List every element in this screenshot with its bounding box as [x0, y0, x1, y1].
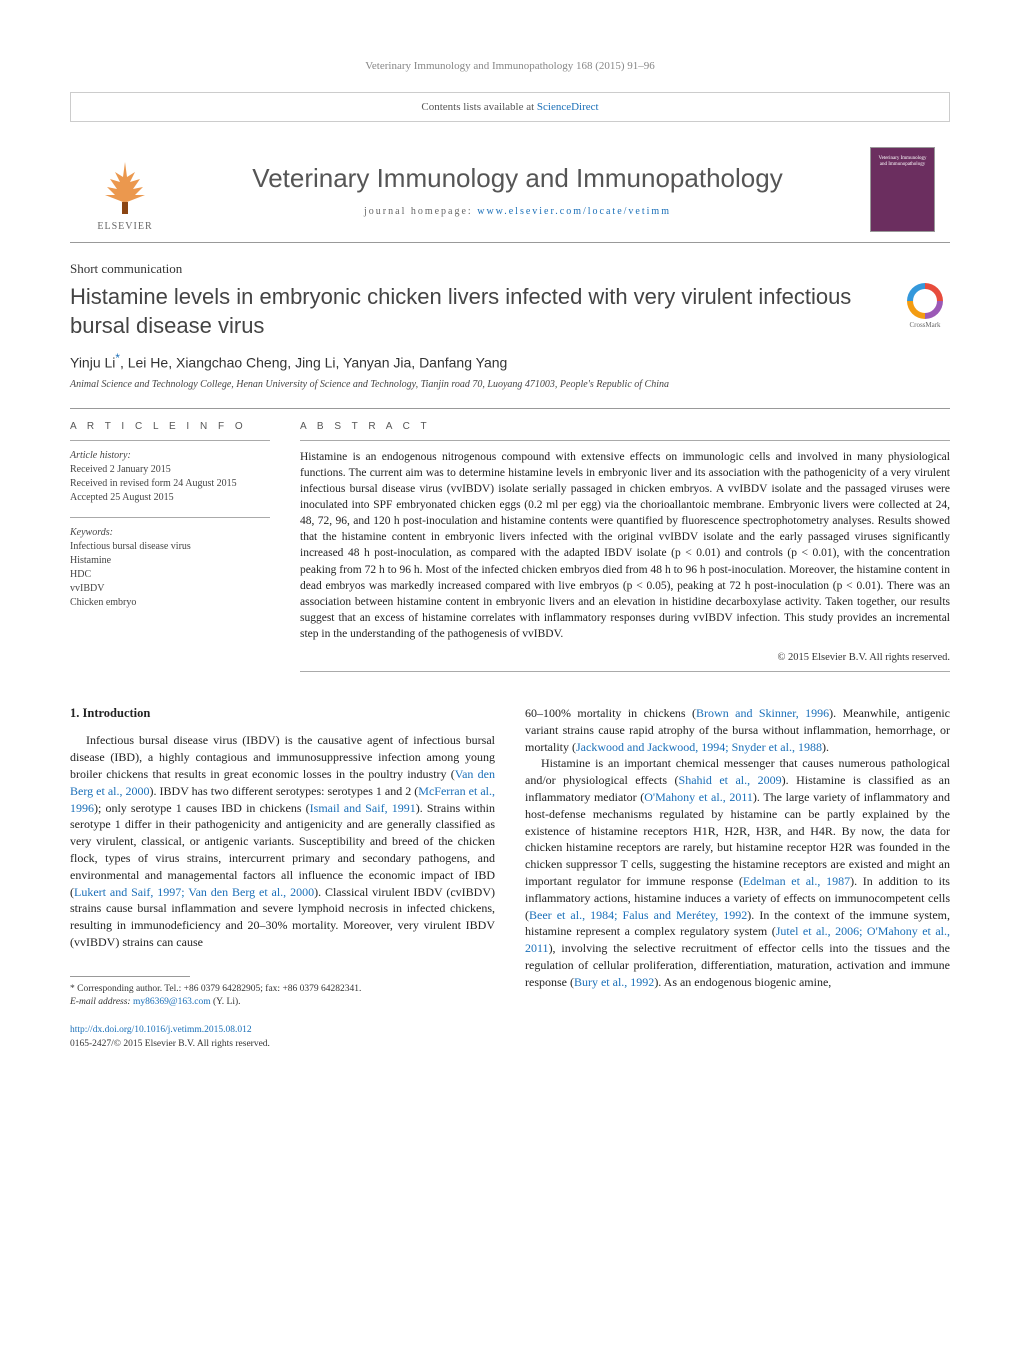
section-heading-intro: 1. Introduction [70, 705, 495, 723]
intro-paragraph-2: 60–100% mortality in chickens (Brown and… [525, 705, 950, 755]
abstract-heading: A B S T R A C T [300, 421, 950, 432]
email-label: E-mail address: [70, 997, 133, 1007]
abstract-column: A B S T R A C T Histamine is an endogeno… [300, 421, 950, 680]
crossmark-badge[interactable]: CrossMark [900, 283, 950, 333]
journal-center: Veterinary Immunology and Immunopatholog… [165, 163, 870, 217]
revised-date: Received in revised form 24 August 2015 [70, 477, 270, 491]
affiliation: Animal Science and Technology College, H… [70, 379, 950, 390]
authors-line: Yinju Li*, Lei He, Xiangchao Cheng, Jing… [70, 352, 950, 371]
citation[interactable]: Bury et al., 1992 [574, 975, 654, 989]
article-type: Short communication [70, 261, 950, 277]
keyword: Histamine [70, 554, 270, 568]
contents-line: Contents lists available at ScienceDirec… [71, 101, 949, 113]
body-column-right: 60–100% mortality in chickens (Brown and… [525, 705, 950, 1051]
doi-block: http://dx.doi.org/10.1016/j.vetimm.2015.… [70, 1024, 495, 1051]
body-column-left: 1. Introduction Infectious bursal diseas… [70, 705, 495, 1051]
keywords-block: Keywords: Infectious bursal disease viru… [70, 526, 270, 610]
cover-title: Veterinary Immunology and Immunopatholog… [875, 156, 930, 167]
homepage-link[interactable]: www.elsevier.com/locate/vetimm [477, 206, 671, 217]
article-title: Histamine levels in embryonic chicken li… [70, 283, 880, 340]
corresponding-author-footnote: * Corresponding author. Tel.: +86 0379 6… [70, 983, 495, 1010]
email-suffix: (Y. Li). [211, 997, 241, 1007]
homepage-prefix: journal homepage: [364, 206, 477, 217]
contents-bar: Contents lists available at ScienceDirec… [70, 92, 950, 122]
citation[interactable]: Beer et al., 1984; Falus and Merétey, 19… [529, 908, 747, 922]
sciencedirect-link[interactable]: ScienceDirect [537, 101, 599, 113]
text-run: ). As an endogenous biogenic amine, [654, 975, 831, 989]
abstract-copyright: © 2015 Elsevier B.V. All rights reserved… [300, 652, 950, 663]
keywords-label: Keywords: [70, 526, 270, 540]
history-label: Article history: [70, 449, 270, 463]
journal-banner: ELSEVIER Veterinary Immunology and Immun… [70, 137, 950, 243]
contents-prefix: Contents lists available at [421, 101, 536, 113]
journal-title: Veterinary Immunology and Immunopatholog… [165, 163, 870, 194]
divider [70, 408, 950, 409]
received-date: Received 2 January 2015 [70, 463, 270, 477]
elsevier-text: ELSEVIER [97, 221, 152, 232]
article-history: Article history: Received 2 January 2015… [70, 449, 270, 505]
intro-paragraph-1: Infectious bursal disease virus (IBDV) i… [70, 732, 495, 950]
citation[interactable]: Lukert and Saif, 1997; Van den Berg et a… [74, 885, 314, 899]
text-run: ). IBDV has two different serotypes: ser… [150, 784, 419, 798]
text-run: ); only serotype 1 causes IBD in chicken… [94, 801, 310, 815]
keyword: Infectious bursal disease virus [70, 540, 270, 554]
elsevier-logo: ELSEVIER [85, 147, 165, 232]
keyword: Chicken embryo [70, 596, 270, 610]
text-run: Infectious bursal disease virus (IBDV) i… [70, 733, 495, 781]
elsevier-tree-icon [95, 157, 155, 217]
abstract-text: Histamine is an endogenous nitrogenous c… [300, 449, 950, 642]
keyword: vvIBDV [70, 582, 270, 596]
citation[interactable]: Brown and Skinner, 1996 [696, 706, 829, 720]
author-1: Yinju Li [70, 355, 115, 371]
citation[interactable]: O'Mahony et al., 2011 [644, 790, 753, 804]
journal-homepage: journal homepage: www.elsevier.com/locat… [165, 206, 870, 217]
keyword: HDC [70, 568, 270, 582]
text-run: ). [822, 740, 829, 754]
article-info-column: A R T I C L E I N F O Article history: R… [70, 421, 270, 680]
citation[interactable]: Ismail and Saif, 1991 [310, 801, 416, 815]
other-authors: , Lei He, Xiangchao Cheng, Jing Li, Yany… [120, 355, 507, 371]
crossmark-label: CrossMark [909, 321, 940, 329]
citation[interactable]: Jackwood and Jackwood, 1994; Snyder et a… [576, 740, 822, 754]
intro-paragraph-3: Histamine is an important chemical messe… [525, 755, 950, 990]
accepted-date: Accepted 25 August 2015 [70, 491, 270, 505]
footnote-divider [70, 976, 190, 977]
running-header: Veterinary Immunology and Immunopatholog… [70, 60, 950, 72]
issn-copyright: 0165-2427/© 2015 Elsevier B.V. All right… [70, 1038, 495, 1051]
email-link[interactable]: my86369@163.com [133, 997, 211, 1007]
doi-link[interactable]: http://dx.doi.org/10.1016/j.vetimm.2015.… [70, 1025, 252, 1035]
text-run: 60–100% mortality in chickens ( [525, 706, 696, 720]
citation[interactable]: Shahid et al., 2009 [679, 773, 782, 787]
article-info-heading: A R T I C L E I N F O [70, 421, 270, 432]
info-abstract-row: A R T I C L E I N F O Article history: R… [70, 421, 950, 680]
journal-cover-thumbnail: Veterinary Immunology and Immunopatholog… [870, 147, 935, 232]
corr-author-contact: * Corresponding author. Tel.: +86 0379 6… [70, 983, 495, 996]
body-columns: 1. Introduction Infectious bursal diseas… [70, 705, 950, 1051]
citation[interactable]: Edelman et al., 1987 [743, 874, 850, 888]
crossmark-icon [907, 283, 943, 319]
